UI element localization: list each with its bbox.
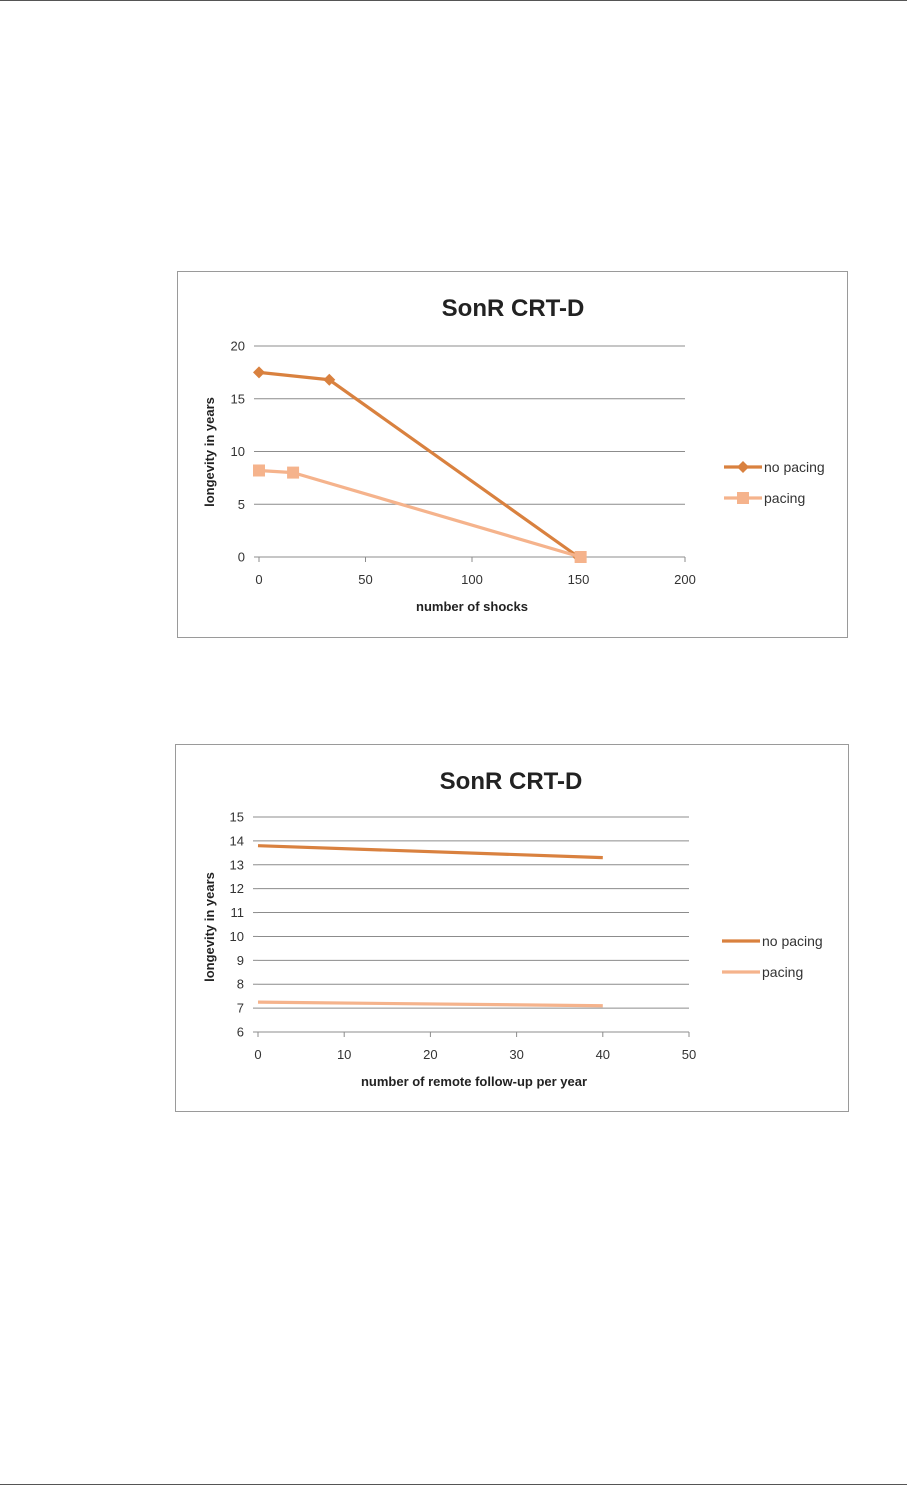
page-top-rule bbox=[0, 0, 907, 1]
y-tick-label: 6 bbox=[237, 1025, 244, 1040]
x-axis-label: number of remote follow-up per year bbox=[361, 1074, 587, 1089]
x-tick-label: 50 bbox=[682, 1047, 696, 1062]
x-tick-label: 0 bbox=[254, 1047, 261, 1062]
legend-swatch-marker bbox=[737, 461, 749, 473]
legend-label: no pacing bbox=[764, 459, 825, 475]
y-tick-label: 10 bbox=[231, 444, 245, 459]
page-bottom-rule bbox=[0, 1484, 907, 1485]
series-line-pacing bbox=[258, 468, 582, 559]
x-tick-label: 150 bbox=[568, 572, 590, 587]
series-line-pacing bbox=[257, 1000, 603, 1008]
y-tick-label: 5 bbox=[238, 497, 245, 512]
y-tick-label: 10 bbox=[230, 929, 244, 944]
y-tick-label: 20 bbox=[231, 339, 245, 354]
y-tick-label: 0 bbox=[238, 550, 245, 565]
data-point bbox=[287, 466, 300, 479]
series-group bbox=[253, 366, 587, 563]
legend: no pacing pacing bbox=[722, 933, 823, 980]
data-point bbox=[574, 551, 587, 563]
series-group bbox=[257, 844, 603, 1008]
x-tick-label: 200 bbox=[674, 572, 696, 587]
data-point bbox=[253, 464, 265, 477]
y-tick-label: 12 bbox=[230, 881, 244, 896]
x-tick-label: 20 bbox=[423, 1047, 437, 1062]
y-axis-label: longevity in years bbox=[202, 397, 217, 507]
x-tick-label: 30 bbox=[509, 1047, 523, 1062]
chart-title: SonR CRT-D bbox=[442, 295, 585, 322]
x-tick-label: 10 bbox=[337, 1047, 351, 1062]
y-tick-label: 15 bbox=[230, 810, 244, 825]
legend: no pacing pacing bbox=[724, 459, 825, 506]
legend-label: no pacing bbox=[762, 933, 823, 949]
y-tick-label: 11 bbox=[231, 905, 245, 920]
y-tick-label: 7 bbox=[237, 1001, 244, 1016]
x-tick-label: 40 bbox=[596, 1047, 610, 1062]
chart-remote-followup-svg: SonR CRT-D 6 7 8 9 10 11 12 13 14 15 0 10 20 30 40 50 n… bbox=[202, 768, 823, 1089]
y-tick-label: 8 bbox=[237, 977, 244, 992]
x-axis-label: number of shocks bbox=[416, 599, 528, 614]
legend-label: pacing bbox=[762, 964, 803, 980]
legend-swatch-marker bbox=[737, 492, 749, 504]
axis-ticks: 6 7 8 9 10 11 12 13 14 15 0 10 20 30 40 50 bbox=[230, 810, 697, 1063]
series-line-no-pacing bbox=[258, 370, 580, 559]
y-tick-label: 13 bbox=[230, 857, 244, 872]
data-point bbox=[323, 373, 336, 386]
chart-title: SonR CRT-D bbox=[440, 768, 583, 795]
y-tick-label: 9 bbox=[237, 953, 244, 968]
data-point bbox=[253, 366, 265, 379]
series-line-no-pacing bbox=[257, 844, 603, 860]
legend-label: pacing bbox=[764, 490, 805, 506]
y-axis-label: longevity in years bbox=[202, 872, 217, 982]
y-tick-label: 15 bbox=[231, 391, 245, 406]
y-tick-label: 14 bbox=[230, 833, 244, 848]
chart-remote-followup: SonR CRT-D 6 7 8 9 10 11 12 13 14 15 0 10 20 30 40 50 n… bbox=[175, 744, 849, 1112]
chart-shocks: SonR CRT-D 0 5 10 15 20 0 50 100 150 200 number o… bbox=[177, 271, 848, 638]
x-tick-label: 50 bbox=[358, 572, 372, 587]
x-tick-label: 0 bbox=[255, 572, 262, 587]
x-tick-label: 100 bbox=[461, 572, 483, 587]
